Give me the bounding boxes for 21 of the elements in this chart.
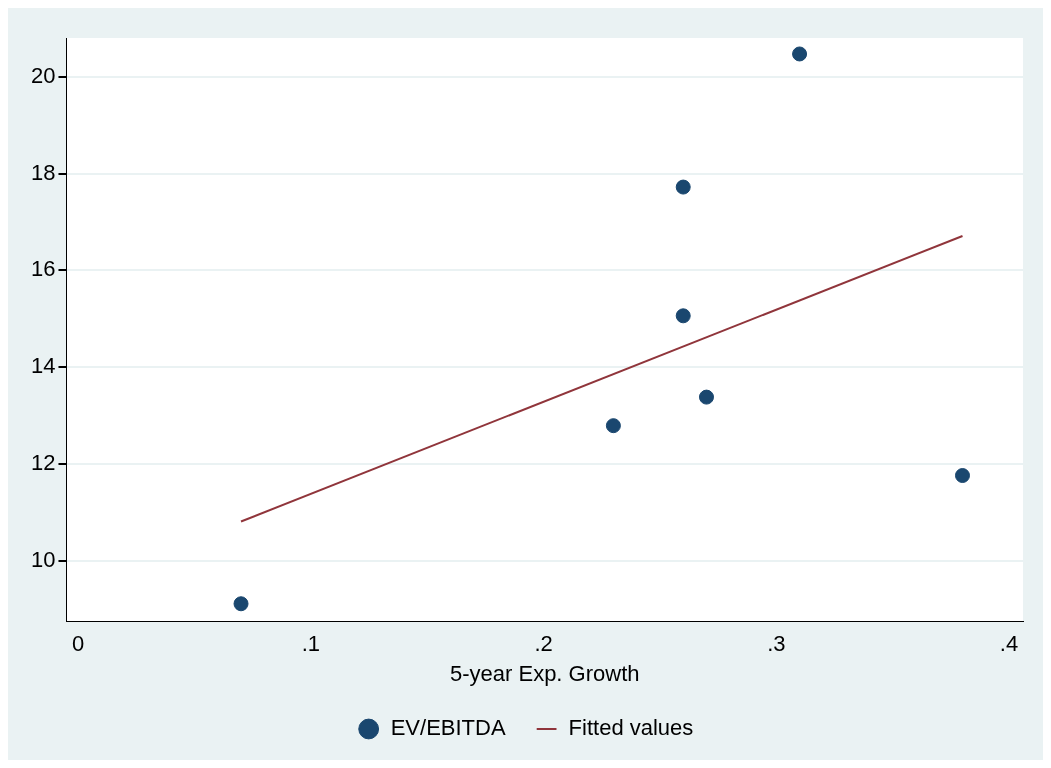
y-tick-label: 14 bbox=[30, 353, 56, 379]
x-axis-title: 5-year Exp. Growth bbox=[449, 660, 640, 686]
point bbox=[675, 179, 691, 195]
point bbox=[698, 389, 714, 405]
y-tick-label: 10 bbox=[30, 546, 56, 572]
x-tick-label: 0 bbox=[71, 631, 85, 657]
point bbox=[792, 46, 808, 62]
point bbox=[605, 418, 621, 434]
legend-label: Fitted values bbox=[568, 715, 694, 741]
x-tick-label: .4 bbox=[999, 631, 1019, 657]
point bbox=[954, 468, 970, 484]
y-tick-label: 12 bbox=[30, 449, 56, 475]
y-tick-label: 20 bbox=[30, 62, 56, 88]
x-tick-label: .2 bbox=[534, 631, 553, 657]
point bbox=[675, 308, 691, 324]
x-tick-label: .1 bbox=[301, 631, 321, 657]
y-tick-label: 18 bbox=[30, 159, 56, 185]
point bbox=[233, 596, 249, 612]
y-tick-label: 16 bbox=[30, 256, 56, 282]
legend-label: EV/EBITDA bbox=[390, 715, 506, 741]
x-tick-label: .3 bbox=[767, 631, 786, 657]
